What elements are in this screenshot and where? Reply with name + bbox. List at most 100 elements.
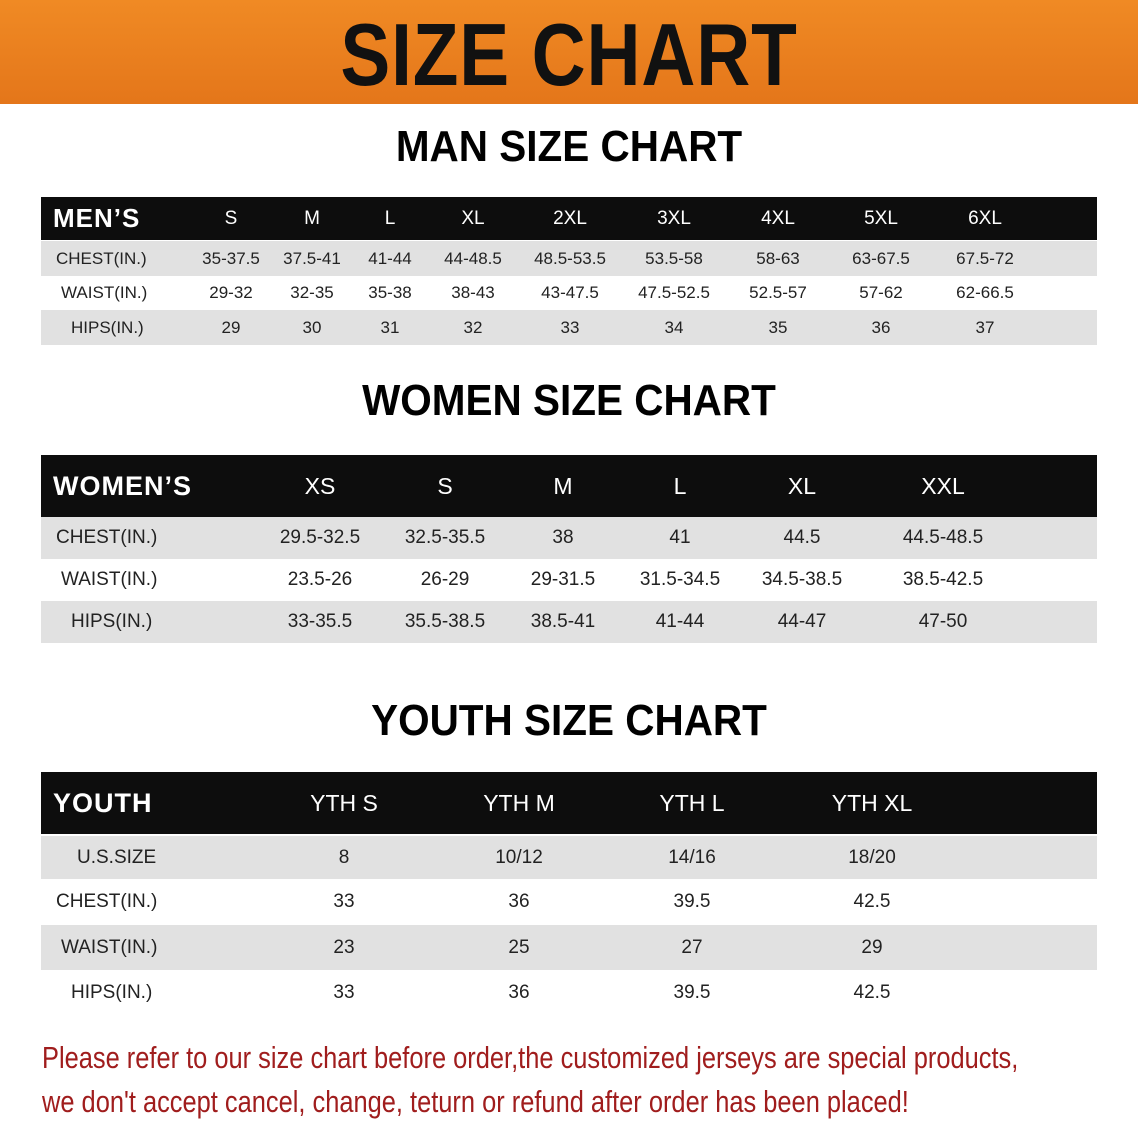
size-header: 5XL bbox=[864, 207, 898, 229]
table-cell: 36 bbox=[508, 981, 530, 1003]
size-header: 4XL bbox=[761, 207, 795, 229]
title-banner: SIZE CHART bbox=[0, 0, 1138, 104]
size-header: YTH M bbox=[483, 789, 555, 816]
table-cell: 48.5-53.5 bbox=[534, 248, 606, 268]
youth-section-title: YOUTH SIZE CHART bbox=[371, 696, 767, 745]
table-cell: 30 bbox=[302, 317, 322, 337]
women-section-title: WOMEN SIZE CHART bbox=[362, 376, 776, 425]
men-header-label: MEN’S bbox=[53, 203, 141, 233]
table-row: U.S.SIZE 8 10/12 14/16 18/20 bbox=[41, 836, 1097, 879]
table-cell: 14/16 bbox=[668, 846, 716, 868]
table-cell: 37.5-41 bbox=[283, 248, 341, 268]
table-cell: 8 bbox=[338, 846, 350, 868]
table-cell: 44.5-48.5 bbox=[902, 527, 984, 548]
row-label: WAIST(IN.) bbox=[61, 283, 148, 302]
men-size-table: MEN’S S M L XL 2XL 3XL 4XL 5XL 6XL CHEST(IN.) 35-37… bbox=[41, 197, 1097, 345]
table-cell: 29 bbox=[861, 936, 883, 958]
table-cell: 25 bbox=[508, 936, 530, 958]
table-cell: 18/20 bbox=[848, 846, 896, 868]
size-header: 2XL bbox=[553, 207, 587, 229]
table-cell: 67.5-72 bbox=[956, 248, 1014, 268]
table-cell: 38.5-41 bbox=[530, 611, 596, 632]
table-cell: 38-43 bbox=[451, 283, 495, 302]
table-cell: 10/12 bbox=[495, 846, 543, 868]
table-cell: 29-32 bbox=[209, 283, 253, 302]
row-label: CHEST(IN.) bbox=[56, 527, 158, 548]
table-cell: 32.5-35.5 bbox=[404, 527, 486, 548]
table-row: WAIST(IN.) 23 25 27 29 bbox=[41, 925, 1097, 970]
table-row: WAIST(IN.) 23.5-26 26-29 29-31.5 31.5-34.5 34… bbox=[41, 559, 1097, 601]
table-cell: 44-48.5 bbox=[444, 248, 502, 268]
size-header: YTH XL bbox=[831, 789, 913, 816]
table-cell: 35-38 bbox=[368, 283, 412, 302]
women-size-table: WOMEN’S XS S M L XL XXL CHEST(IN.) 29.5-32.5 32.5… bbox=[41, 455, 1097, 643]
size-header: YTH S bbox=[310, 789, 378, 816]
table-cell: 41-44 bbox=[655, 611, 705, 632]
size-header: L bbox=[384, 207, 396, 229]
youth-header-row: YOUTH YTH S YTH M YTH L YTH XL bbox=[41, 772, 1097, 834]
row-label: HIPS(IN.) bbox=[71, 317, 144, 337]
notice-line-1: Please refer to our size chart before or… bbox=[42, 1040, 1019, 1075]
table-cell: 33-35.5 bbox=[287, 611, 353, 632]
table-cell: 31.5-34.5 bbox=[639, 569, 721, 590]
table-cell: 23.5-26 bbox=[287, 569, 353, 590]
table-cell: 43-47.5 bbox=[541, 283, 599, 302]
youth-size-table: YOUTH YTH S YTH M YTH L YTH XL U.S.SIZE 8 10/12… bbox=[41, 772, 1097, 1016]
table-cell: 29.5-32.5 bbox=[279, 527, 361, 548]
table-cell: 32-35 bbox=[290, 283, 334, 302]
row-label: U.S.SIZE bbox=[77, 846, 157, 868]
size-header: YTH L bbox=[659, 789, 725, 816]
women-header-label: WOMEN’S bbox=[53, 470, 192, 501]
table-cell: 35-37.5 bbox=[202, 248, 260, 268]
table-cell: 35.5-38.5 bbox=[404, 611, 486, 632]
size-header: XS bbox=[304, 472, 336, 499]
table-cell: 27 bbox=[681, 936, 703, 958]
table-cell: 36 bbox=[871, 317, 891, 337]
row-label: WAIST(IN.) bbox=[61, 936, 158, 958]
table-cell: 33 bbox=[333, 981, 355, 1003]
table-cell: 26-29 bbox=[420, 569, 470, 590]
table-cell: 52.5-57 bbox=[749, 283, 807, 302]
row-label: HIPS(IN.) bbox=[71, 981, 153, 1003]
table-cell: 31 bbox=[380, 317, 400, 337]
table-cell: 34 bbox=[664, 317, 684, 337]
table-cell: 39.5 bbox=[673, 981, 711, 1003]
size-header: XL bbox=[787, 472, 817, 499]
row-label: HIPS(IN.) bbox=[71, 611, 153, 632]
table-cell: 58-63 bbox=[756, 248, 800, 268]
table-cell: 32 bbox=[463, 317, 483, 337]
size-header: L bbox=[673, 472, 687, 499]
table-cell: 41 bbox=[669, 527, 691, 548]
size-header: M bbox=[553, 472, 573, 499]
table-cell: 41-44 bbox=[368, 248, 412, 268]
size-header: 3XL bbox=[657, 207, 691, 229]
table-row: HIPS(IN.) 33 36 39.5 42.5 bbox=[41, 970, 1097, 1015]
size-header: XXL bbox=[921, 472, 965, 499]
size-header: S bbox=[437, 472, 453, 499]
table-cell: 33 bbox=[333, 891, 355, 912]
table-row: CHEST(IN.) 35-37.5 37.5-41 41-44 44-48.5 48.5… bbox=[41, 241, 1097, 276]
table-cell: 47-50 bbox=[918, 611, 968, 632]
men-header-row: MEN’S S M L XL 2XL 3XL 4XL 5XL 6XL bbox=[41, 197, 1097, 240]
table-cell: 47.5-52.5 bbox=[638, 283, 710, 302]
table-cell: 38 bbox=[552, 527, 574, 548]
table-row: HIPS(IN.) 33-35.5 35.5-38.5 38.5-41 41-44 44-… bbox=[41, 601, 1097, 643]
banner-title: SIZE CHART bbox=[340, 5, 798, 104]
table-cell: 63-67.5 bbox=[852, 248, 910, 268]
table-row: WAIST(IN.) 29-32 32-35 35-38 38-43 43-47.5 47.… bbox=[41, 276, 1097, 310]
notice-line-2: we don't accept cancel, change, teturn o… bbox=[42, 1084, 909, 1119]
table-cell: 53.5-58 bbox=[645, 248, 703, 268]
row-label: WAIST(IN.) bbox=[61, 569, 158, 590]
table-row: HIPS(IN.) 29 30 31 32 33 34 35 36 37 bbox=[41, 310, 1097, 345]
table-row: CHEST(IN.) 29.5-32.5 32.5-35.5 38 41 44.5 44.5… bbox=[41, 517, 1097, 559]
size-header: S bbox=[224, 207, 238, 229]
table-cell: 57-62 bbox=[859, 283, 903, 302]
table-cell: 36 bbox=[508, 891, 530, 912]
women-header-row: WOMEN’S XS S M L XL XXL bbox=[41, 455, 1097, 517]
table-cell: 44.5 bbox=[783, 527, 821, 548]
table-row: CHEST(IN.) 33 36 39.5 42.5 bbox=[41, 879, 1097, 925]
table-cell: 35 bbox=[768, 317, 788, 337]
youth-header-label: YOUTH bbox=[53, 787, 153, 818]
row-label: CHEST(IN.) bbox=[56, 891, 158, 912]
table-cell: 34.5-38.5 bbox=[761, 569, 843, 590]
